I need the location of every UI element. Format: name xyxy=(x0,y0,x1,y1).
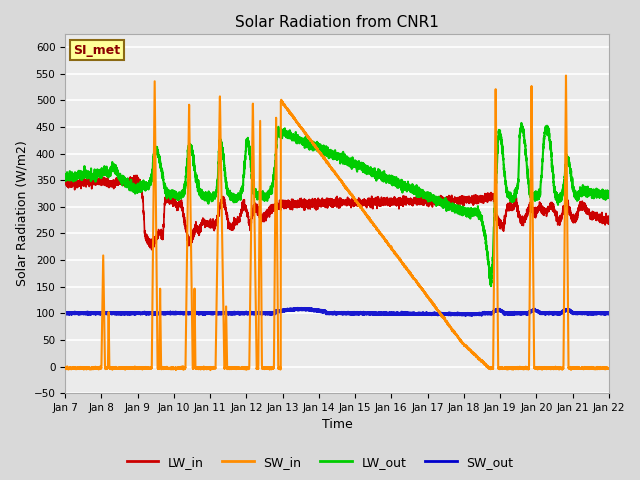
Y-axis label: Solar Radiation (W/m2): Solar Radiation (W/m2) xyxy=(15,141,28,287)
Text: SI_met: SI_met xyxy=(74,44,120,57)
Legend: LW_in, SW_in, LW_out, SW_out: LW_in, SW_in, LW_out, SW_out xyxy=(122,451,518,474)
X-axis label: Time: Time xyxy=(321,419,353,432)
Title: Solar Radiation from CNR1: Solar Radiation from CNR1 xyxy=(235,15,439,30)
